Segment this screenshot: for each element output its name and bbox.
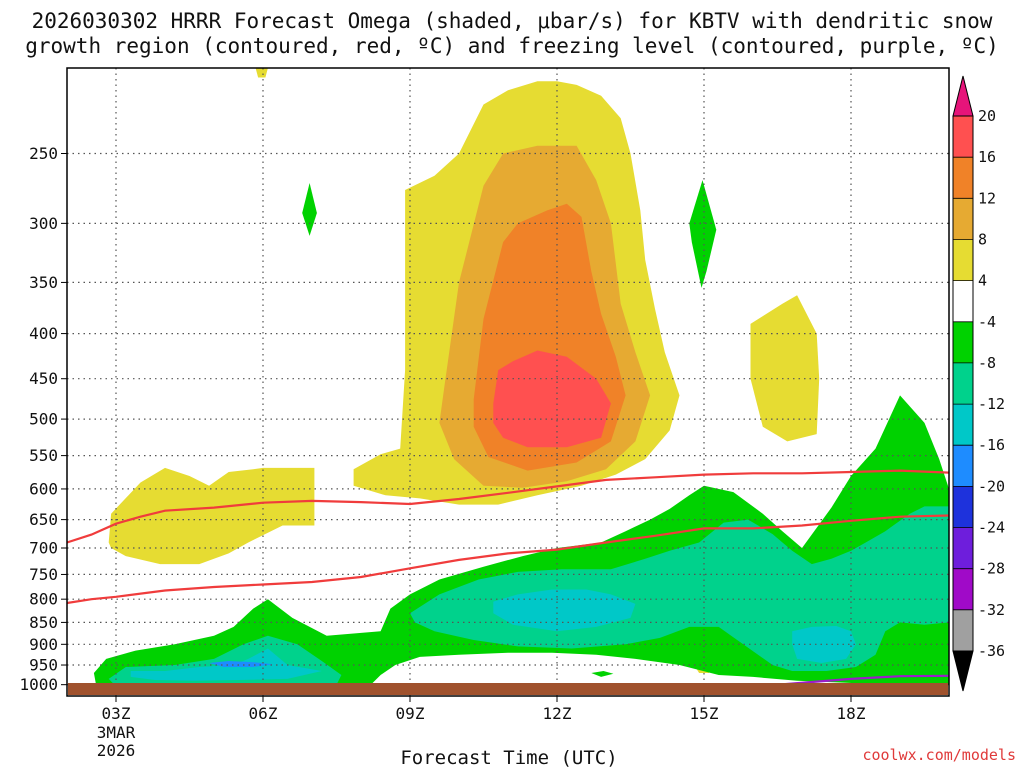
- colorbar-label-16: 16: [978, 148, 996, 166]
- y-tick-label-600: 600: [29, 479, 58, 498]
- y-tick-label-450: 450: [29, 369, 58, 388]
- colorbar-box-2: [953, 198, 973, 240]
- colorbar-box-1: [953, 157, 973, 199]
- colorbar-box-7: [953, 404, 973, 446]
- omega-region-2: [750, 295, 820, 442]
- x-tick-label-06Z: 06Z: [249, 704, 278, 723]
- colorbar-label--32: -32: [978, 601, 1005, 619]
- x-tick-label-09Z: 09Z: [396, 704, 425, 723]
- y-tick-label-700: 700: [29, 539, 58, 558]
- y-tick-label-900: 900: [29, 635, 58, 654]
- colorbar-label--36: -36: [978, 642, 1005, 660]
- omega-shading: [93, 68, 949, 691]
- colorbar-box-4: [953, 280, 973, 323]
- omega-region-4: [255, 68, 268, 78]
- colorbar-box-9: [953, 486, 973, 528]
- colorbar-box-11: [953, 568, 973, 611]
- colorbar-box-3: [953, 239, 973, 282]
- y-tick-label-950: 950: [29, 656, 58, 675]
- colorbar-label-12: 12: [978, 189, 996, 207]
- omega-region-16: [792, 626, 856, 663]
- colorbar-label--28: -28: [978, 560, 1005, 578]
- colorbar-label--12: -12: [978, 395, 1005, 413]
- x-tick-label-12Z: 12Z: [543, 704, 572, 723]
- colorbar-label-8: 8: [978, 231, 987, 249]
- colorbar-label-4: 4: [978, 272, 987, 290]
- omega-region-15: [493, 589, 636, 632]
- x-tick-label-18Z: 18Z: [837, 704, 866, 723]
- y-tick-label-300: 300: [29, 214, 58, 233]
- colorbar-box-10: [953, 527, 973, 570]
- plot-frame: [66, 67, 950, 697]
- y-tick-label-750: 750: [29, 565, 58, 584]
- colorbar-label--4: -4: [978, 313, 996, 331]
- colorbar-label--8: -8: [978, 354, 996, 372]
- colorbar-label--16: -16: [978, 436, 1005, 454]
- chart-title-line-2: growth region (contoured, red, ºC) and f…: [25, 34, 999, 58]
- omega-region-7: [493, 350, 611, 448]
- surface-strip: [68, 683, 948, 695]
- colorbar-bottom-extension: [952, 650, 974, 692]
- x-tick-label-03Z: 03Z: [102, 704, 131, 723]
- colorbar-box-8: [953, 445, 973, 487]
- credit-text: coolwx.com/models: [862, 746, 1016, 764]
- colorbar-top-extension: [952, 75, 974, 117]
- contour-line-1: [67, 514, 949, 605]
- x-tick-sublabel-2026: 2026: [97, 741, 136, 760]
- omega-region-14: [130, 648, 322, 681]
- omega-region-9: [302, 183, 317, 236]
- omega-region-17: [209, 661, 273, 667]
- omega-region-11: [591, 671, 614, 677]
- y-tick-label-650: 650: [29, 510, 58, 529]
- y-tick-label-500: 500: [29, 410, 58, 429]
- x-tick-sublabel-3MAR: 3MAR: [97, 723, 136, 742]
- y-tick-label-400: 400: [29, 324, 58, 343]
- y-tick-label-250: 250: [29, 144, 58, 163]
- colorbar-box-5: [953, 321, 973, 364]
- contour-line-0: [67, 469, 949, 544]
- y-axis-ticks: 250 300 350 400 450 500 550 600 650 700 750 800 850 9…: [19, 144, 67, 694]
- colorbar-box-12: [953, 609, 973, 652]
- colorbar-label--24: -24: [978, 519, 1005, 537]
- colorbar-label--20: -20: [978, 477, 1005, 495]
- colorbar-label-20: 20: [978, 107, 996, 125]
- chart-title-line-1: 2026030302 HRRR Forecast Omega (shaded, …: [32, 9, 993, 33]
- omega-region-10: [689, 180, 717, 288]
- x-axis-label: Forecast Time (UTC): [400, 747, 617, 768]
- y-tick-label-850: 850: [29, 613, 58, 632]
- colorbar: 20 16 12 8 4 -4 -8 -12 -16 -20 -24 -28 -32 -36: [952, 75, 1005, 692]
- colorbar-box-6: [953, 362, 973, 405]
- y-tick-label-550: 550: [29, 446, 58, 465]
- x-tick-label-15Z: 15Z: [690, 704, 719, 723]
- y-tick-label-1000: 1000: [19, 675, 58, 694]
- colorbar-box-0: [953, 116, 973, 158]
- y-tick-label-800: 800: [29, 590, 58, 609]
- y-tick-label-350: 350: [29, 273, 58, 292]
